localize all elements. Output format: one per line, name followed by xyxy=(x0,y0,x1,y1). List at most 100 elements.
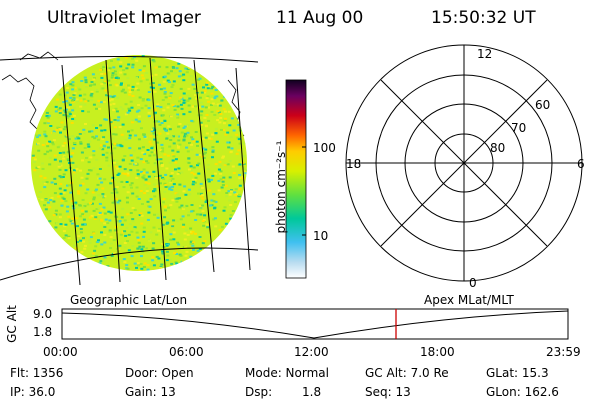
speckle xyxy=(175,200,179,203)
speckle xyxy=(76,190,80,193)
speckle xyxy=(154,73,158,76)
speckle xyxy=(220,186,224,189)
speckle xyxy=(202,137,206,140)
speckle xyxy=(128,162,132,165)
speckle xyxy=(115,186,119,188)
instrument-title: Ultraviolet Imager xyxy=(47,8,201,28)
speckle xyxy=(229,204,233,206)
speckle xyxy=(214,89,218,91)
speckle xyxy=(206,95,210,98)
speckle xyxy=(165,66,169,69)
speckle xyxy=(154,177,158,180)
speckle xyxy=(174,161,178,164)
speckle xyxy=(153,183,156,186)
speckle xyxy=(127,86,131,89)
speckle xyxy=(231,210,235,212)
speckle xyxy=(33,161,36,163)
speckle xyxy=(171,153,175,156)
speckle xyxy=(63,142,67,145)
speckle xyxy=(187,87,191,90)
speckle xyxy=(190,171,194,174)
speckle xyxy=(131,245,135,248)
speckle xyxy=(85,85,88,88)
speckle xyxy=(209,137,213,140)
speckle xyxy=(69,220,73,223)
speckle xyxy=(176,172,180,175)
speckle xyxy=(43,130,47,133)
speckle xyxy=(225,195,228,198)
speckle xyxy=(159,162,163,165)
speckle xyxy=(123,242,127,244)
speckle xyxy=(163,92,167,95)
speckle xyxy=(84,81,88,84)
speckle xyxy=(204,154,208,157)
speckle xyxy=(202,224,206,227)
speckle xyxy=(88,241,92,244)
speckle xyxy=(163,128,167,131)
speckle xyxy=(219,113,223,115)
speckle xyxy=(188,142,191,144)
speckle xyxy=(79,103,83,106)
speckle xyxy=(234,188,238,191)
speckle xyxy=(210,110,214,113)
speckle xyxy=(108,103,112,106)
speckle xyxy=(182,207,186,210)
speckle xyxy=(80,251,84,254)
speckle xyxy=(146,149,150,151)
speckle xyxy=(136,169,140,172)
speckle xyxy=(113,70,117,73)
speckle xyxy=(156,185,160,188)
speckle xyxy=(199,213,203,216)
speckle xyxy=(185,250,189,253)
speckle xyxy=(170,262,174,265)
speckle xyxy=(186,68,190,71)
speckle xyxy=(151,128,154,131)
speckle xyxy=(105,156,109,159)
speckle xyxy=(142,235,146,238)
speckle xyxy=(90,214,94,217)
speckle xyxy=(143,183,147,186)
speckle xyxy=(163,205,167,208)
speckle xyxy=(169,175,173,178)
speckle xyxy=(228,160,232,162)
speckle xyxy=(113,229,117,232)
speckle xyxy=(164,183,168,186)
speckle xyxy=(103,145,107,148)
speckle xyxy=(183,125,187,128)
speckle xyxy=(162,197,166,200)
speckle xyxy=(75,217,79,220)
speckle xyxy=(169,204,173,207)
speckle xyxy=(75,241,79,243)
speckle xyxy=(141,98,145,100)
speckle xyxy=(199,121,203,124)
speckle xyxy=(92,209,96,212)
speckle xyxy=(218,229,222,232)
speckle xyxy=(33,169,37,172)
speckle xyxy=(49,149,53,152)
speckle xyxy=(152,151,156,154)
speckle xyxy=(193,181,197,184)
speckle xyxy=(92,78,96,81)
speckle xyxy=(166,185,170,188)
speckle xyxy=(153,113,157,115)
colorbar xyxy=(285,79,307,279)
speckle xyxy=(92,232,96,235)
speckle xyxy=(225,192,229,194)
speckle xyxy=(224,110,227,113)
speckle xyxy=(130,159,134,162)
speckle xyxy=(190,204,194,206)
speckle xyxy=(120,90,124,93)
speckle xyxy=(117,180,121,183)
speckle xyxy=(124,113,128,116)
speckle xyxy=(139,127,143,130)
speckle xyxy=(140,107,144,110)
speckle xyxy=(97,207,101,210)
speckle xyxy=(111,72,115,75)
speckle xyxy=(199,114,203,117)
speckle xyxy=(131,63,135,66)
speckle xyxy=(238,163,242,166)
dsp-label: Dsp: xyxy=(245,385,273,399)
speckle xyxy=(130,230,134,233)
speckle xyxy=(95,188,98,191)
speckle xyxy=(101,87,105,90)
